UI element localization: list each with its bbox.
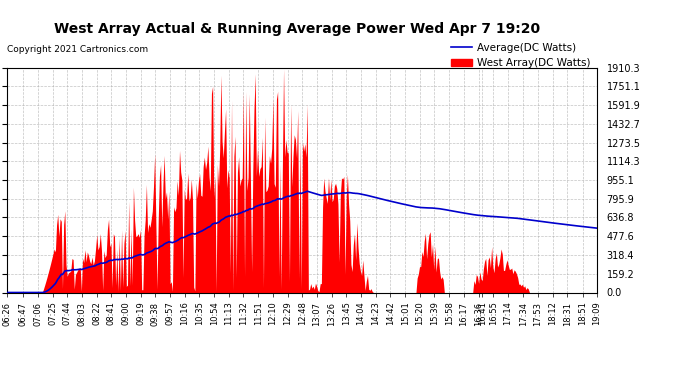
Text: West Array Actual & Running Average Power Wed Apr 7 19:20: West Array Actual & Running Average Powe… xyxy=(54,22,540,36)
Legend: Average(DC Watts), West Array(DC Watts): Average(DC Watts), West Array(DC Watts) xyxy=(447,39,595,72)
Text: Copyright 2021 Cartronics.com: Copyright 2021 Cartronics.com xyxy=(7,45,148,54)
